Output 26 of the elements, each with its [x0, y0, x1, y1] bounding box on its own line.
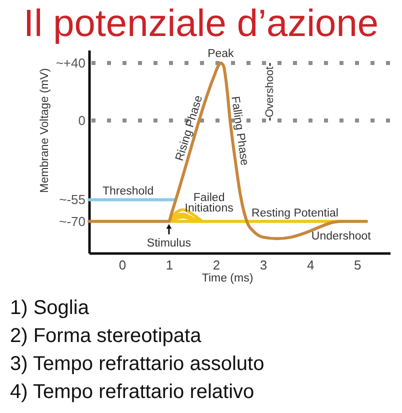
text: 2) Forma stereotipata	[10, 325, 202, 347]
y-tick-label: ~+40	[56, 55, 86, 70]
y-axis-title: Membrane Voltage (mV)	[38, 68, 51, 193]
x-tick-label: 2	[212, 258, 220, 272]
annotation: Stimulus	[146, 237, 192, 250]
x-tick-label: 5	[354, 258, 362, 272]
y-tick-label: ~-55	[59, 192, 86, 208]
annotation: Peak	[208, 48, 234, 60]
text: 4) Tempo refrattario relativo	[10, 381, 254, 403]
chart-title: Il potenziale d’azione	[24, 3, 378, 45]
text: 1) Soglia	[10, 297, 90, 319]
text: 3) Tempo refrattario assoluto	[10, 353, 264, 375]
x-axis-title: Time (ms)	[202, 272, 254, 284]
annotation: Failed Initiations	[184, 192, 234, 214]
annotation: Falling Phase	[228, 96, 250, 166]
annotation: Overshoot	[264, 66, 276, 118]
x-tick-label: 4	[306, 258, 314, 272]
x-tick-label: 0	[118, 258, 126, 272]
x-tick-label: 3	[260, 258, 268, 272]
annotation: Undershoot	[311, 230, 372, 243]
annotation: Threshold	[102, 186, 154, 198]
y-tick-label: 0	[78, 113, 86, 128]
y-tick-label: ~-70	[59, 214, 86, 229]
x-tick-label: 1	[166, 258, 174, 272]
annotation: Rising Phase	[174, 94, 206, 162]
annotation: Resting Potential	[252, 207, 338, 220]
